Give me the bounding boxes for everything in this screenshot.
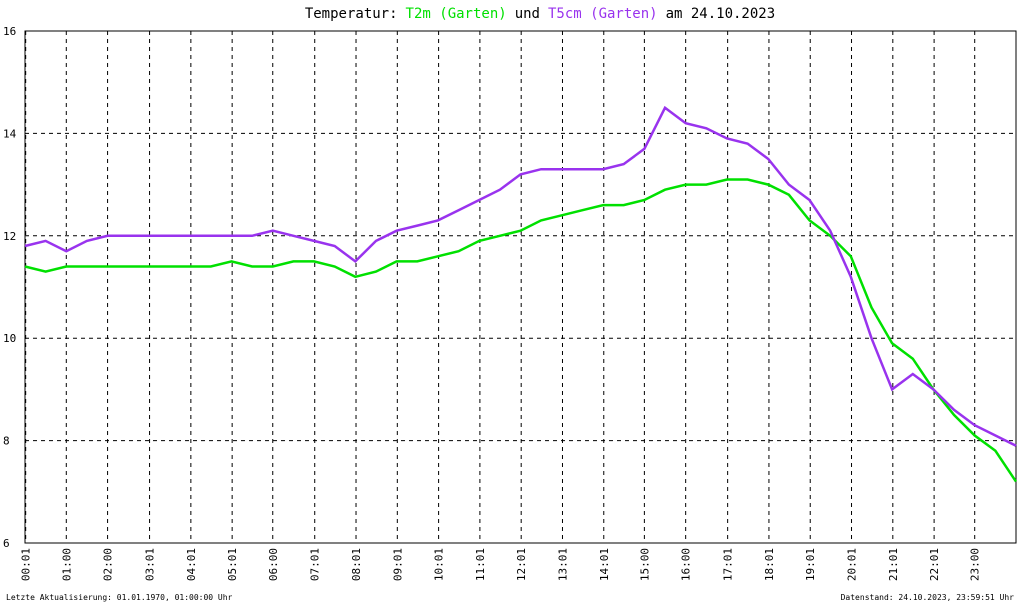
legend-entry: T2m (Garten) [406, 6, 507, 22]
title-part: am 24.10.2023 [666, 6, 776, 22]
x-tick-label: 19:01 [804, 548, 817, 581]
x-tick-label: 01:00 [60, 548, 73, 581]
plot-frame [24, 30, 1017, 544]
x-tick-label: 20:01 [846, 548, 859, 581]
x-tick-label: 15:00 [638, 548, 651, 581]
x-tick-label: 10:01 [433, 548, 446, 581]
x-tick-label: 09:01 [391, 548, 404, 581]
chart-title: Temperatur: T2m (Garten) und T5cm (Garten) a… [305, 6, 775, 22]
x-tick-label: 13:01 [556, 548, 569, 581]
x-tick-label: 21:01 [887, 548, 900, 581]
x-tick-label: 12:01 [515, 548, 528, 581]
x-tick-label: 05:01 [226, 548, 239, 581]
y-tick-label: 10 [3, 332, 16, 345]
title-part: Temperatur: [305, 6, 398, 22]
x-tick-label: 08:01 [350, 548, 363, 581]
y-tick-label: 12 [3, 230, 16, 243]
data-line [24, 178, 1018, 483]
x-tick-label: 00:01 [20, 548, 33, 581]
x-tick-label: 03:01 [144, 548, 157, 581]
x-tick-label: 11:01 [474, 548, 487, 581]
y-tick-label: 14 [3, 127, 17, 140]
x-tick-label: 16:00 [680, 548, 693, 581]
y-tick-label: 6 [3, 537, 10, 550]
x-tick-label: 17:01 [722, 548, 735, 581]
y-tick-label: 8 [3, 435, 10, 448]
footer-left: Letzte Aktualisierung: 01.01.1970, 01:00… [6, 593, 233, 602]
x-tick-label: 18:01 [763, 548, 776, 581]
x-tick-label: 02:00 [102, 548, 115, 581]
title-part: und [515, 6, 540, 22]
legend-entry: T5cm (Garten) [548, 6, 658, 22]
x-tick-label: 23:00 [969, 548, 982, 581]
x-tick-label: 14:01 [598, 548, 611, 581]
x-tick-label: 22:01 [928, 548, 941, 581]
data-line [24, 105, 1017, 447]
x-tick-label: 07:01 [309, 548, 322, 581]
y-tick-label: 16 [3, 25, 16, 38]
x-tick-label: 06:00 [267, 548, 280, 581]
footer-right: Datenstand: 24.10.2023, 23:59:51 Uhr [841, 593, 1015, 602]
x-tick-label: 04:01 [185, 548, 198, 581]
